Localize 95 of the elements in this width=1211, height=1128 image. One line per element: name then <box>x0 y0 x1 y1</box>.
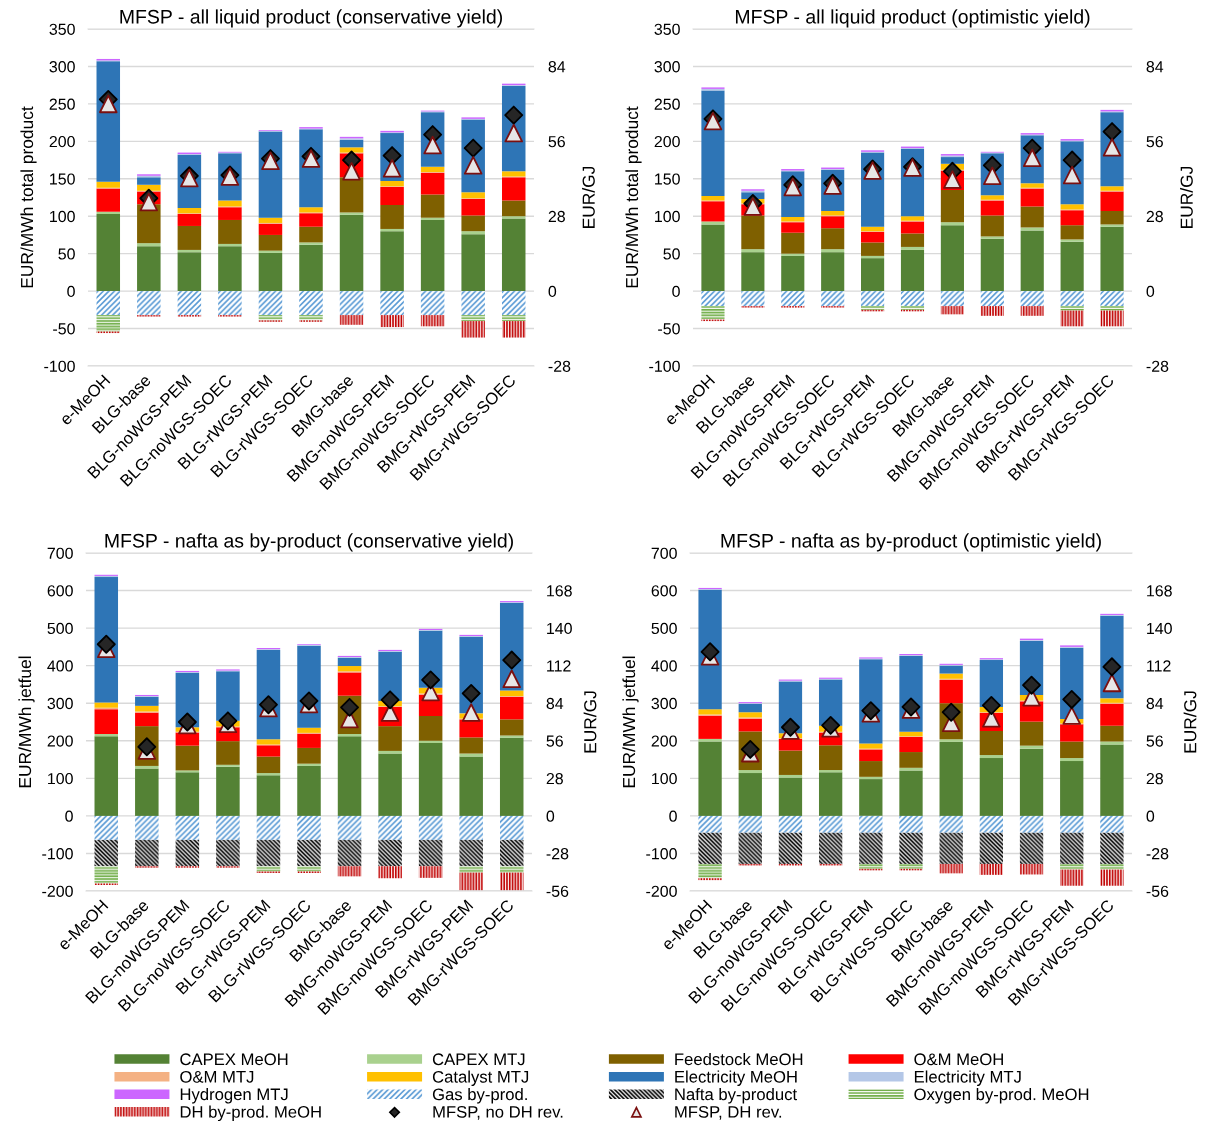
legend-label: CAPEX MTJ <box>432 1053 525 1066</box>
y2-tick-label: 84 <box>1146 61 1164 73</box>
y2-tick-label: 56 <box>548 135 565 148</box>
legend-label: O&M MeOH <box>914 1053 1003 1066</box>
legend-label: Catalyst MTJ <box>432 1070 529 1086</box>
y2-tick-label: 140 <box>1147 622 1172 635</box>
y2-tick-label: 168 <box>547 585 572 597</box>
y-tick-label: 500 <box>651 622 677 635</box>
y-axis-title: EUR/MWh total product <box>20 106 37 288</box>
y2-axis-title: EUR/GJ <box>582 166 595 228</box>
y-tick-label: 700 <box>47 547 73 559</box>
y2-tick-label: 112 <box>547 660 571 672</box>
legend-label: MFSP, DH rev. <box>675 1105 782 1120</box>
y-tick-label: 0 <box>672 285 680 298</box>
y2-tick-label: -56 <box>1146 885 1169 897</box>
y2-tick-label: 56 <box>1146 735 1163 747</box>
y2-tick-label: 84 <box>1146 697 1164 710</box>
y-tick-label: 0 <box>67 285 75 298</box>
y2-tick-label: 168 <box>1147 585 1172 597</box>
y-tick-label: 300 <box>49 61 75 73</box>
y2-tick-label: -28 <box>1146 360 1169 372</box>
y-tick-label: 300 <box>47 697 73 710</box>
y-tick-label: -100 <box>646 848 677 860</box>
y-tick-label: -50 <box>53 323 75 335</box>
y2-tick-label: 0 <box>1146 285 1155 298</box>
chart-title: MFSP - all liquid product (optimistic yield) <box>735 9 1090 28</box>
y-tick-label: 150 <box>655 173 680 185</box>
y2-tick-label: 28 <box>1146 772 1163 785</box>
y-tick-label: -200 <box>42 885 73 897</box>
legend-label: Nafta by-product <box>675 1088 797 1104</box>
y2-axis-title: EUR/GJ <box>1180 166 1193 228</box>
y2-tick-label: 28 <box>546 772 563 785</box>
y-tick-label: 600 <box>47 585 73 597</box>
y2-tick-label: -28 <box>1146 848 1169 860</box>
y-tick-label: 100 <box>655 210 680 223</box>
y-tick-label: 50 <box>58 248 75 260</box>
y-tick-label: 700 <box>651 547 677 559</box>
legend-label: O&M MTJ <box>180 1070 254 1083</box>
y2-tick-label: 84 <box>548 61 566 73</box>
chart-title: MFSP - nafta as by-product (conservative yield) <box>105 533 513 552</box>
y-axis-title: EUR/MWh total product <box>625 106 642 288</box>
legend-label: DH by-prod. MeOH <box>180 1105 321 1122</box>
y-tick-label: 200 <box>47 735 73 747</box>
legend-label: Electricity MeOH <box>675 1070 797 1086</box>
y-tick-label: 250 <box>654 98 680 110</box>
y-tick-label: 400 <box>47 660 73 672</box>
y-tick-label: 150 <box>50 173 75 185</box>
legend-label: Oxygen by-prod. MeOH <box>914 1088 1089 1104</box>
y2-tick-label: 56 <box>1146 135 1163 148</box>
y2-tick-label: -28 <box>546 848 569 860</box>
chart-title: MFSP - all liquid product (conservative yield) <box>120 9 502 28</box>
y-axis-title: EUR/MWh jetfuel <box>622 656 639 788</box>
y2-tick-label: 28 <box>1146 210 1163 223</box>
y2-axis-title: EUR/GJ <box>1183 691 1197 753</box>
chart-title: MFSP - nafta as by-product (optimistic yield) <box>721 533 1101 552</box>
y-tick-label: -100 <box>649 360 680 372</box>
y-tick-label: 100 <box>652 772 677 785</box>
legend-label: Hydrogen MTJ <box>180 1088 288 1104</box>
y-tick-label: -100 <box>44 360 75 372</box>
y-tick-label: 0 <box>669 810 677 822</box>
y2-tick-label: 0 <box>546 810 555 822</box>
y2-tick-label: 0 <box>1146 810 1155 822</box>
y-tick-label: 500 <box>47 622 73 635</box>
y-tick-label: 0 <box>65 810 73 822</box>
legend-label: Gas by-prod. <box>432 1088 527 1104</box>
y-tick-label: 300 <box>654 61 680 73</box>
legend-label: Feedstock MeOH <box>675 1052 803 1066</box>
y2-tick-label: 112 <box>1147 660 1171 672</box>
y-tick-label: 100 <box>48 772 73 785</box>
y2-tick-label: -28 <box>548 360 571 372</box>
y-tick-label: 350 <box>654 23 680 35</box>
legend-label: CAPEX MeOH <box>180 1053 288 1066</box>
y-tick-label: 250 <box>49 98 75 110</box>
y2-tick-label: 56 <box>546 735 563 747</box>
y2-tick-label: 84 <box>546 697 564 710</box>
y-tick-label: 200 <box>49 135 75 148</box>
y2-tick-label: 0 <box>548 285 557 298</box>
y-tick-label: -50 <box>658 323 680 335</box>
y-tick-label: 100 <box>50 210 75 223</box>
y-tick-label: 600 <box>651 585 677 597</box>
y-axis-title: EUR/MWh jetfuel <box>18 656 35 788</box>
y-tick-label: 400 <box>651 660 677 672</box>
legend-label: MFSP, no DH rev. <box>433 1105 563 1120</box>
y-tick-label: 200 <box>651 735 677 747</box>
legend-label: Electricity MTJ <box>914 1070 1021 1086</box>
y2-tick-label: 28 <box>548 210 565 223</box>
y-tick-label: 300 <box>651 697 677 710</box>
y-tick-label: 50 <box>663 248 680 260</box>
y-tick-label: -100 <box>42 848 73 860</box>
y-tick-label: 200 <box>654 135 680 148</box>
y-tick-label: -200 <box>646 885 677 897</box>
y2-tick-label: 140 <box>547 622 572 635</box>
y2-axis-title: EUR/GJ <box>583 691 597 753</box>
y-tick-label: 350 <box>49 23 75 35</box>
y2-tick-label: -56 <box>546 885 569 897</box>
